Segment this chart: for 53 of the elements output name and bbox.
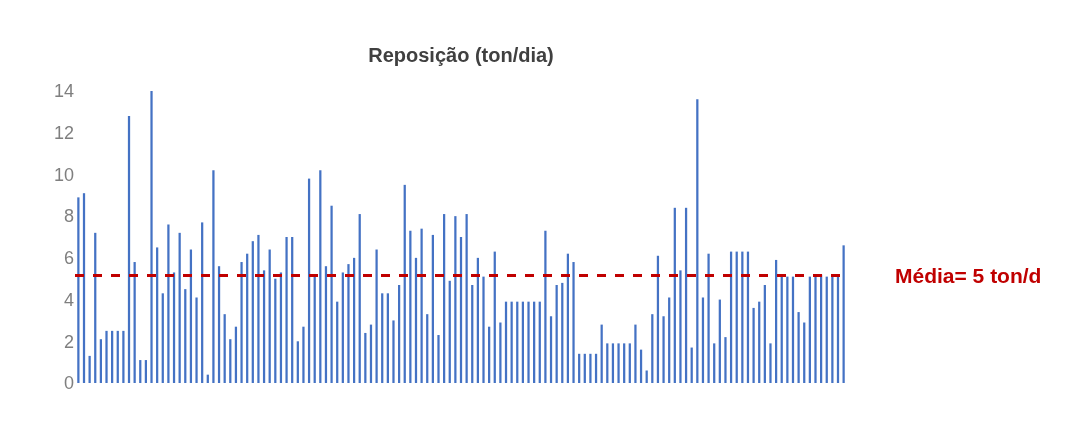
bar xyxy=(572,262,575,383)
y-tick-label: 2 xyxy=(63,331,74,352)
bar xyxy=(375,249,378,383)
bar xyxy=(122,330,125,383)
ref-line-label: Média= 5 ton/d xyxy=(895,264,1042,287)
bar xyxy=(437,335,440,383)
bar xyxy=(240,262,243,383)
bar xyxy=(679,270,682,383)
bar xyxy=(668,297,671,383)
bar xyxy=(420,228,423,383)
y-tick-label: 0 xyxy=(63,373,74,394)
bar xyxy=(527,301,530,383)
bar xyxy=(645,370,648,383)
bar xyxy=(105,330,108,383)
bar xyxy=(628,343,631,383)
bar xyxy=(330,205,333,383)
bar xyxy=(499,322,502,383)
bar xyxy=(662,316,665,383)
y-tick-label: 10 xyxy=(53,164,74,185)
bar xyxy=(814,276,817,383)
bar xyxy=(606,343,609,383)
bar xyxy=(77,197,80,383)
bar xyxy=(611,343,615,383)
bar xyxy=(617,343,620,383)
bar xyxy=(167,224,170,383)
y-tick-label: 6 xyxy=(63,248,74,269)
bar xyxy=(285,237,288,383)
bar xyxy=(392,320,395,383)
y-tick-label: 8 xyxy=(63,206,74,227)
bar xyxy=(769,343,772,383)
bar xyxy=(589,353,592,383)
bar xyxy=(623,343,626,383)
bar xyxy=(302,326,305,383)
bar xyxy=(482,276,485,383)
bar xyxy=(195,297,198,383)
bar xyxy=(212,170,215,383)
bar xyxy=(454,216,457,383)
bar xyxy=(347,264,350,383)
bar xyxy=(257,234,260,383)
bar xyxy=(713,343,716,383)
bar xyxy=(701,297,705,383)
bar xyxy=(752,307,755,383)
bar xyxy=(797,312,800,383)
bar xyxy=(544,230,547,383)
chart-title: Reposição (ton/dia) xyxy=(368,43,554,66)
bar xyxy=(724,337,727,383)
bar xyxy=(831,276,834,383)
y-tick-label: 4 xyxy=(63,289,74,310)
bar xyxy=(150,91,153,383)
bar xyxy=(634,324,637,383)
y-tick-label: 14 xyxy=(53,81,74,102)
bar xyxy=(707,253,710,383)
y-tick-label: 12 xyxy=(53,123,74,144)
